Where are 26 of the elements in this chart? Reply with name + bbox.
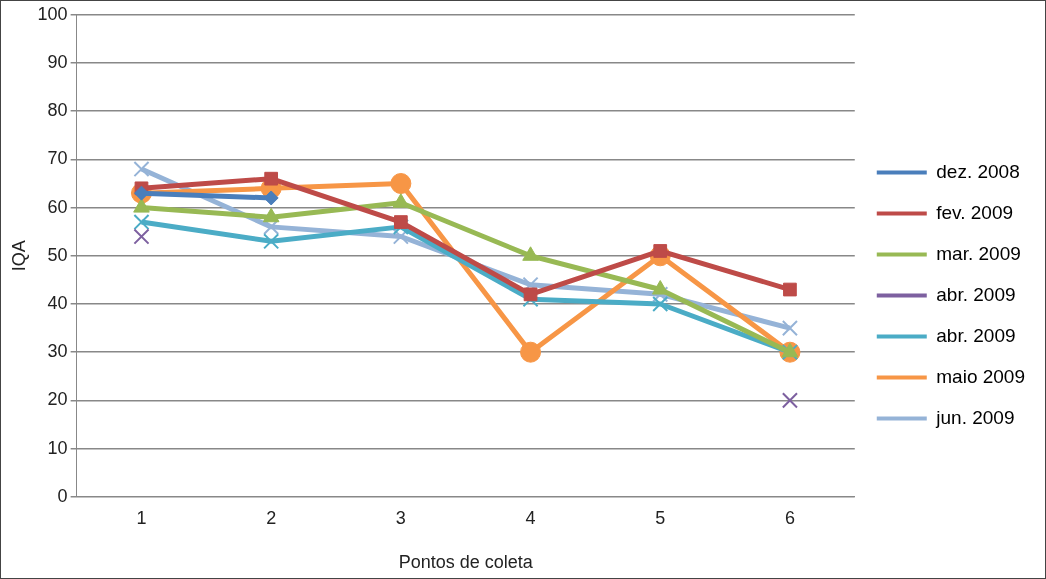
x-tick-label: 6 [784, 507, 795, 528]
legend-label: jun. 2009 [935, 406, 1015, 428]
x-tick-label: 4 [525, 507, 536, 528]
legend-label: maio 2009 [936, 365, 1026, 387]
legend-label: abr. 2009 [936, 324, 1016, 346]
y-tick-label: 50 [47, 244, 68, 265]
legend-label: mar. 2009 [936, 242, 1021, 264]
y-tick-label: 60 [47, 196, 68, 217]
x-tick-label: 1 [136, 507, 147, 528]
y-tick-label: 90 [47, 51, 68, 72]
y-tick-label: 70 [47, 148, 68, 169]
y-tick-label: 40 [47, 292, 68, 313]
y-tick-label: 100 [37, 3, 68, 24]
x-tick-label: 2 [266, 507, 277, 528]
y-tick-label: 30 [47, 341, 68, 362]
legend-label: abr. 2009 [936, 283, 1016, 305]
x-tick-label: 3 [395, 507, 406, 528]
legend-label: dez. 2008 [936, 160, 1020, 182]
x-axis-title: Pontos de coleta [398, 552, 534, 573]
x-tick-label: 5 [655, 507, 666, 528]
y-tick-label: 80 [47, 100, 68, 121]
y-tick-label: 0 [57, 485, 68, 506]
legend-label: fev. 2009 [936, 201, 1014, 223]
y-axis-title: IQA [8, 240, 29, 272]
y-tick-label: 10 [47, 437, 68, 458]
y-tick-label: 20 [47, 389, 68, 410]
